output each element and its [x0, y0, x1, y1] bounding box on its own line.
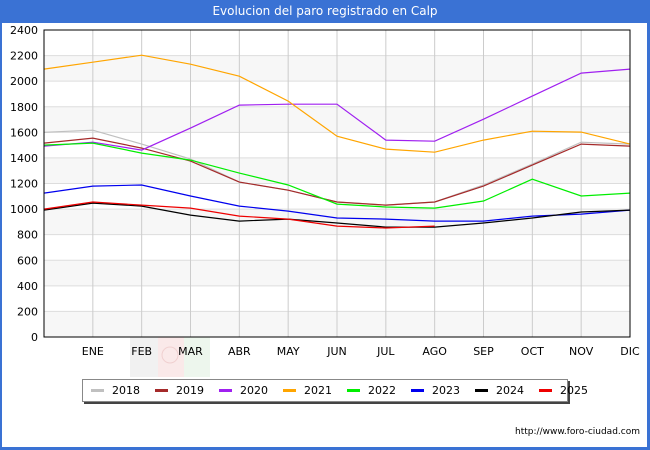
y-tick-label: 2000: [10, 75, 38, 88]
legend-swatch: [347, 389, 360, 392]
y-tick-label: 1000: [10, 203, 38, 216]
y-tick-label: 1400: [10, 152, 38, 165]
y-tick-label: 400: [17, 280, 38, 293]
series-line-2019: [43, 137, 631, 206]
x-tick-label: MAR: [178, 345, 203, 358]
x-tick-label: FEB: [131, 345, 152, 358]
x-tick-label: ABR: [228, 345, 251, 358]
y-tick-label: 2400: [10, 24, 38, 37]
legend-item-2025: 2025: [539, 384, 588, 397]
flag-watermark: [130, 337, 210, 377]
legend-item-2023: 2023: [411, 384, 460, 397]
series-line-2023: [43, 184, 631, 222]
x-tick-label: AGO: [422, 345, 447, 358]
series-line-2024: [43, 202, 631, 228]
x-tick-label: JUN: [326, 345, 347, 358]
legend-swatch: [91, 389, 104, 392]
legend-label: 2024: [496, 384, 524, 397]
legend-item-2020: 2020: [219, 384, 268, 397]
x-tick-label: NOV: [569, 345, 594, 358]
y-tick-label: 0: [31, 331, 38, 344]
legend-label: 2023: [432, 384, 460, 397]
legend-swatch: [475, 389, 488, 392]
legend-swatch: [283, 389, 296, 392]
legend-swatch: [155, 389, 168, 392]
legend-label: 2019: [176, 384, 204, 397]
series-line-2022: [43, 142, 631, 209]
legend-swatch: [539, 389, 552, 392]
legend-item-2019: 2019: [155, 384, 204, 397]
x-tick-label: DIC: [620, 345, 640, 358]
legend-item-2024: 2024: [475, 384, 524, 397]
legend-item-2021: 2021: [283, 384, 332, 397]
plot-border: [43, 29, 631, 338]
series-line-2021: [43, 54, 631, 153]
x-tick-label: ENE: [82, 345, 104, 358]
y-tick-label: 1800: [10, 101, 38, 114]
legend-label: 2021: [304, 384, 332, 397]
series-line-2020: [43, 68, 631, 151]
legend-label: 2022: [368, 384, 396, 397]
y-tick-label: 1200: [10, 178, 38, 191]
x-tick-label: MAY: [277, 345, 300, 358]
x-tick-label: OCT: [521, 345, 544, 358]
y-tick-label: 600: [17, 254, 38, 267]
y-tick-label: 800: [17, 229, 38, 242]
legend-item-2018: 2018: [91, 384, 140, 397]
y-tick-label: 2200: [10, 50, 38, 63]
series-line-2025: [43, 201, 435, 229]
legend-swatch: [411, 389, 424, 392]
legend-swatch: [219, 389, 232, 392]
x-tick-label: SEP: [473, 345, 494, 358]
source-credit: http://www.foro-ciudad.com: [515, 427, 640, 437]
y-tick-label: 1600: [10, 126, 38, 139]
legend-label: 2020: [240, 384, 268, 397]
legend: 2018 2019 2020 2021 2022 2023 2024 2025: [82, 379, 588, 402]
legend-label: 2018: [112, 384, 140, 397]
legend-item-2022: 2022: [347, 384, 396, 397]
x-tick-label: JUL: [376, 345, 395, 358]
legend-label: 2025: [560, 384, 588, 397]
chart-title: Evolucion del paro registrado en Calp: [0, 0, 650, 23]
y-tick-label: 200: [17, 305, 38, 318]
